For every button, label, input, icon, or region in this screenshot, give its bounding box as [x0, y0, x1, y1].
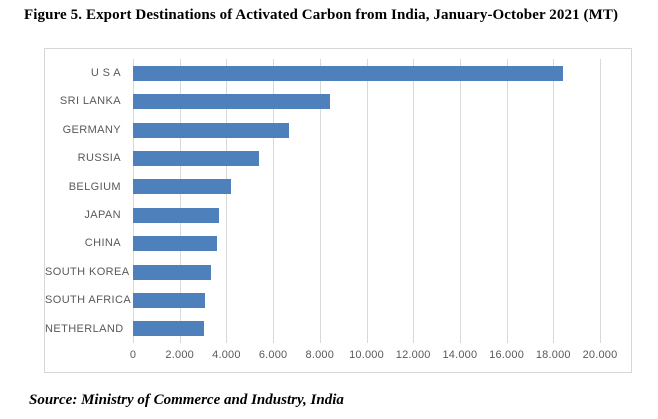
bar-south-korea: [133, 264, 212, 280]
gridline: [133, 59, 134, 343]
gridline: [273, 59, 275, 343]
category-label: SRI LANKA: [59, 95, 121, 108]
x-tick-label: 8.000: [305, 349, 335, 361]
category-label: JAPAN: [84, 209, 121, 221]
bar-netherland: [133, 321, 205, 337]
category-label: NETHERLAND: [45, 322, 124, 335]
category-label: CHINA: [84, 237, 121, 250]
gridline: [413, 59, 415, 343]
x-tick-label: 10.000: [349, 349, 384, 361]
gridline: [179, 59, 181, 343]
gridline: [553, 59, 555, 343]
value-axis-labels: 0 2.000 4.000 6.000 8.000 10.000 12.000 14.000 1…: [129, 349, 627, 365]
category-label: SOUTH KOREA: [45, 265, 130, 278]
x-tick-label: 16.000: [489, 349, 525, 361]
figure-title: Figure 5. Export Destinations of Activat…: [24, 7, 619, 23]
bar-u-s-a: [133, 65, 563, 81]
x-tick-label: 18.000: [535, 349, 571, 361]
x-tick-label: 0: [129, 349, 137, 361]
category-label: RUSSIA: [77, 152, 121, 165]
source-note: Source: Ministry of Commerce and Industr…: [29, 392, 344, 408]
bar-china: [133, 236, 218, 252]
category-label: BELGIUM: [68, 180, 121, 193]
gridline: [600, 59, 601, 343]
category-label: SOUTH AFRICA: [45, 294, 132, 307]
category-label: GERMANY: [62, 123, 121, 136]
gridline: [226, 59, 228, 343]
gridline: [319, 59, 321, 343]
gridline: [459, 59, 461, 343]
bar-japan: [133, 207, 220, 223]
gridline: [506, 59, 508, 343]
bar-south-africa: [133, 292, 206, 308]
chart-frame: U S A SRI LANKA GERMANY RUSSIA BELGIUM JAPAN C…: [44, 48, 632, 373]
bar-germany: [133, 122, 290, 138]
x-tick-label: 20.000: [582, 349, 618, 361]
category-axis-labels: U S A SRI LANKA GERMANY RUSSIA BELGIUM JAPAN C…: [45, 59, 132, 343]
plot-area: [133, 59, 627, 343]
x-tick-label: 12.000: [395, 349, 431, 361]
x-tick-label: 4.000: [212, 349, 241, 361]
bar-russia: [133, 150, 260, 166]
x-tick-label: 6.000: [258, 349, 288, 361]
x-tick-label: 14.000: [442, 349, 478, 361]
x-tick-label: 2.000: [165, 349, 194, 361]
bar-sri-lanka: [133, 94, 331, 110]
bar-belgium: [133, 179, 232, 195]
gridline: [366, 59, 368, 343]
category-label: U S A: [90, 67, 121, 79]
